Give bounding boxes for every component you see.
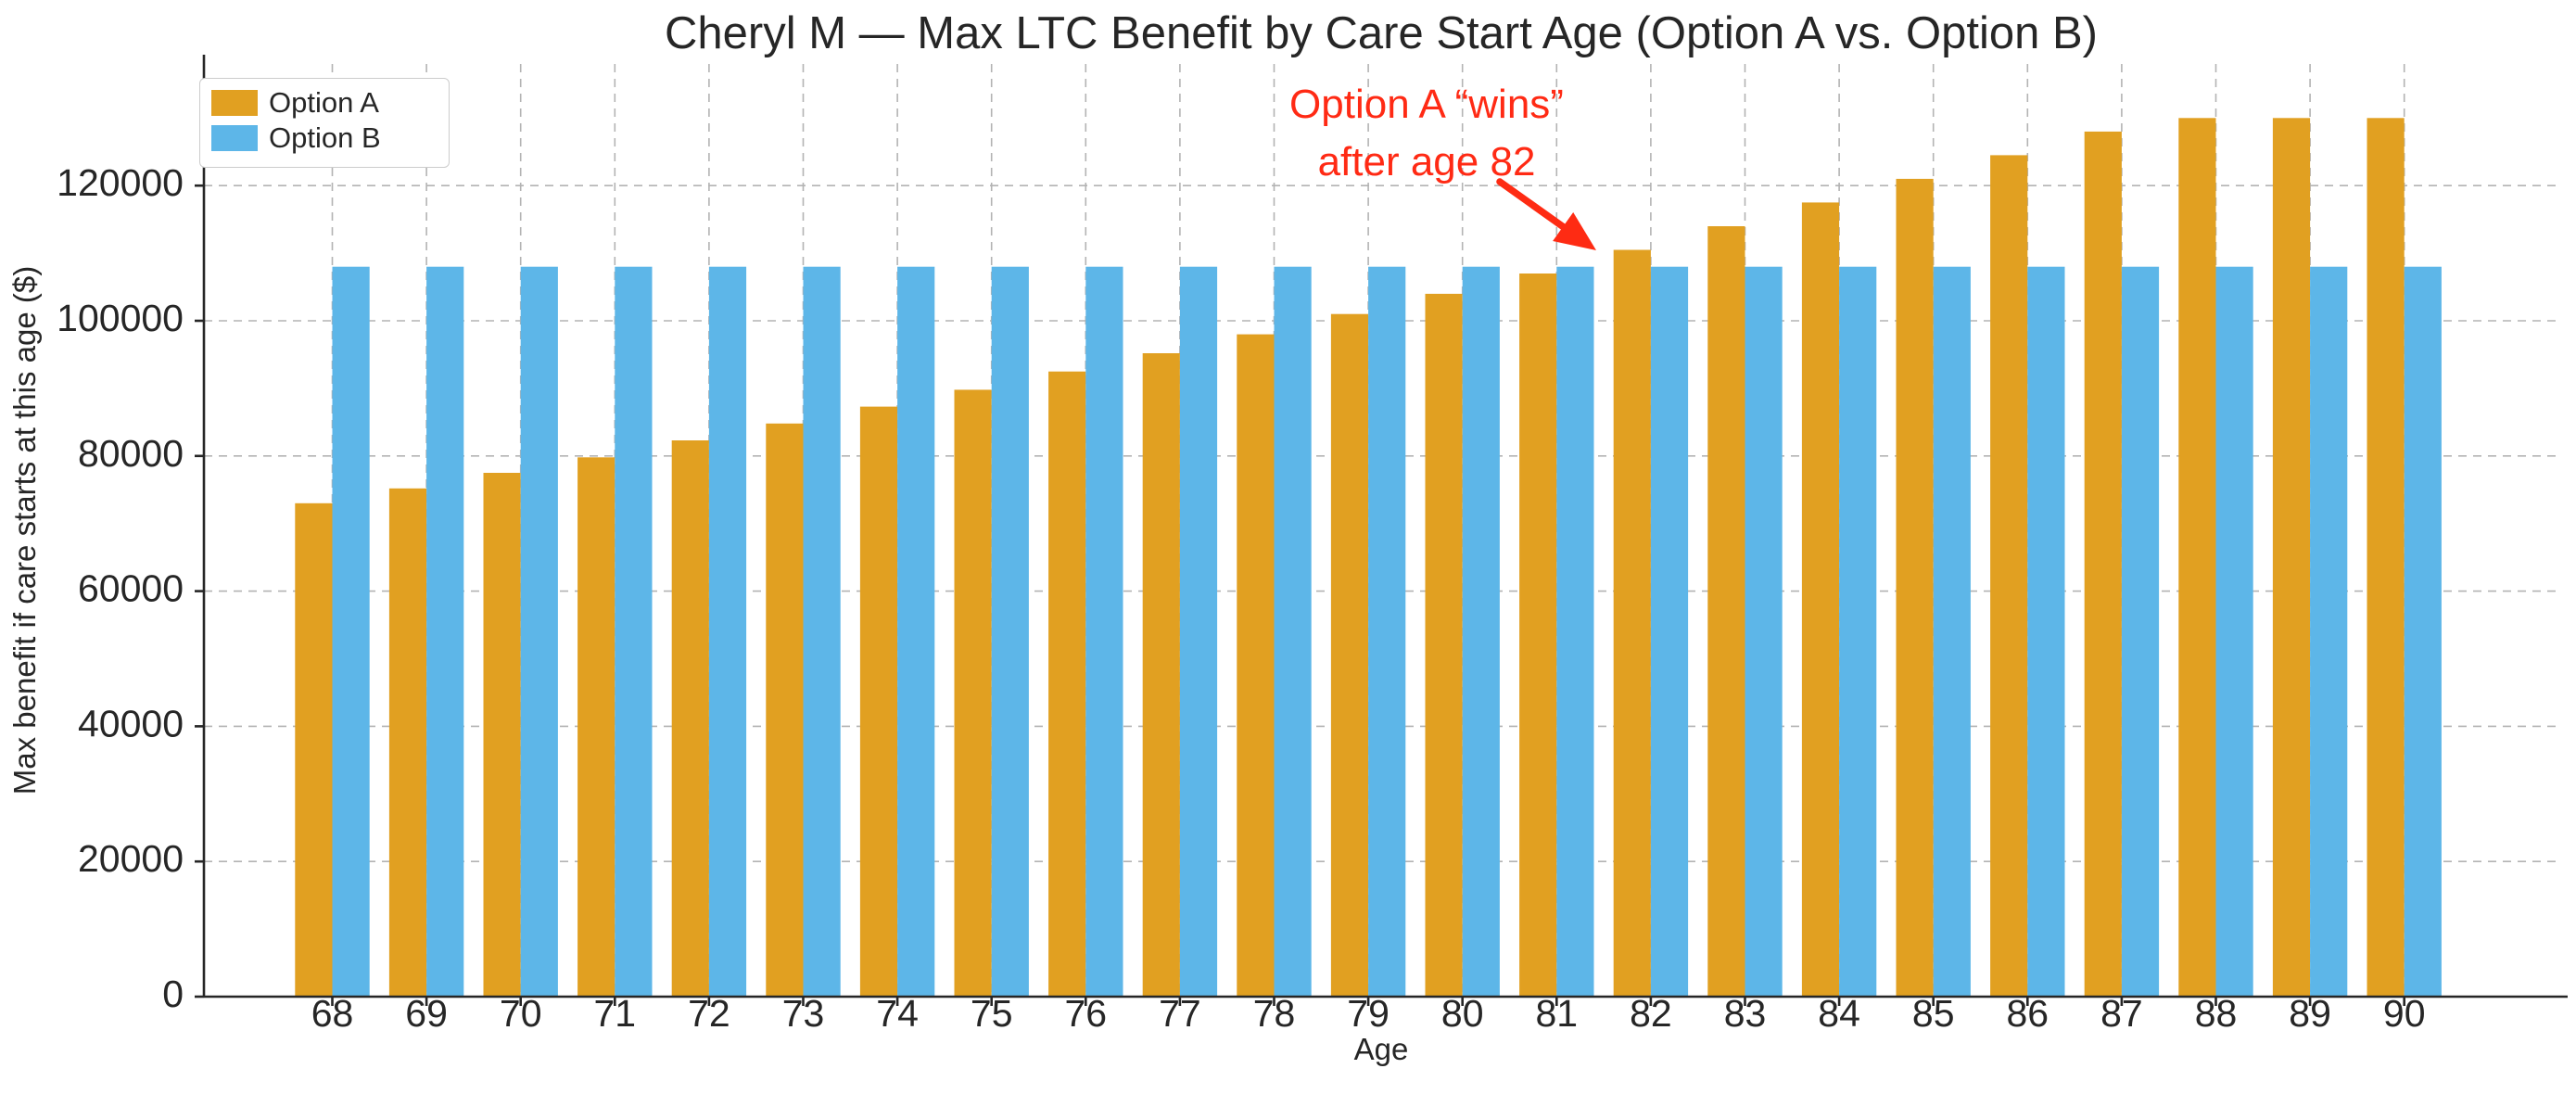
svg-text:70: 70	[500, 992, 542, 1035]
svg-text:83: 83	[1724, 992, 1767, 1035]
svg-text:68: 68	[311, 992, 354, 1035]
svg-text:100000: 100000	[57, 297, 184, 339]
svg-text:85: 85	[1912, 992, 1955, 1035]
svg-text:82: 82	[1630, 992, 1672, 1035]
svg-text:74: 74	[876, 992, 919, 1035]
svg-text:73: 73	[782, 992, 825, 1035]
svg-text:69: 69	[405, 992, 448, 1035]
svg-text:0: 0	[162, 973, 184, 1015]
svg-text:75: 75	[971, 992, 1013, 1035]
svg-text:89: 89	[2289, 992, 2331, 1035]
svg-text:81: 81	[1535, 992, 1578, 1035]
svg-text:80: 80	[1441, 992, 1484, 1035]
svg-text:90: 90	[2383, 992, 2426, 1035]
svg-text:72: 72	[688, 992, 730, 1035]
svg-text:80000: 80000	[78, 432, 184, 475]
svg-text:20000: 20000	[78, 837, 184, 880]
svg-text:76: 76	[1064, 992, 1107, 1035]
svg-text:120000: 120000	[57, 161, 184, 204]
svg-text:79: 79	[1347, 992, 1390, 1035]
svg-text:71: 71	[593, 992, 636, 1035]
svg-text:86: 86	[2006, 992, 2049, 1035]
svg-text:60000: 60000	[78, 567, 184, 610]
svg-text:84: 84	[1818, 992, 1860, 1035]
svg-text:78: 78	[1253, 992, 1296, 1035]
svg-text:87: 87	[2100, 992, 2143, 1035]
svg-text:77: 77	[1159, 992, 1201, 1035]
svg-text:88: 88	[2195, 992, 2238, 1035]
svg-text:40000: 40000	[78, 702, 184, 744]
